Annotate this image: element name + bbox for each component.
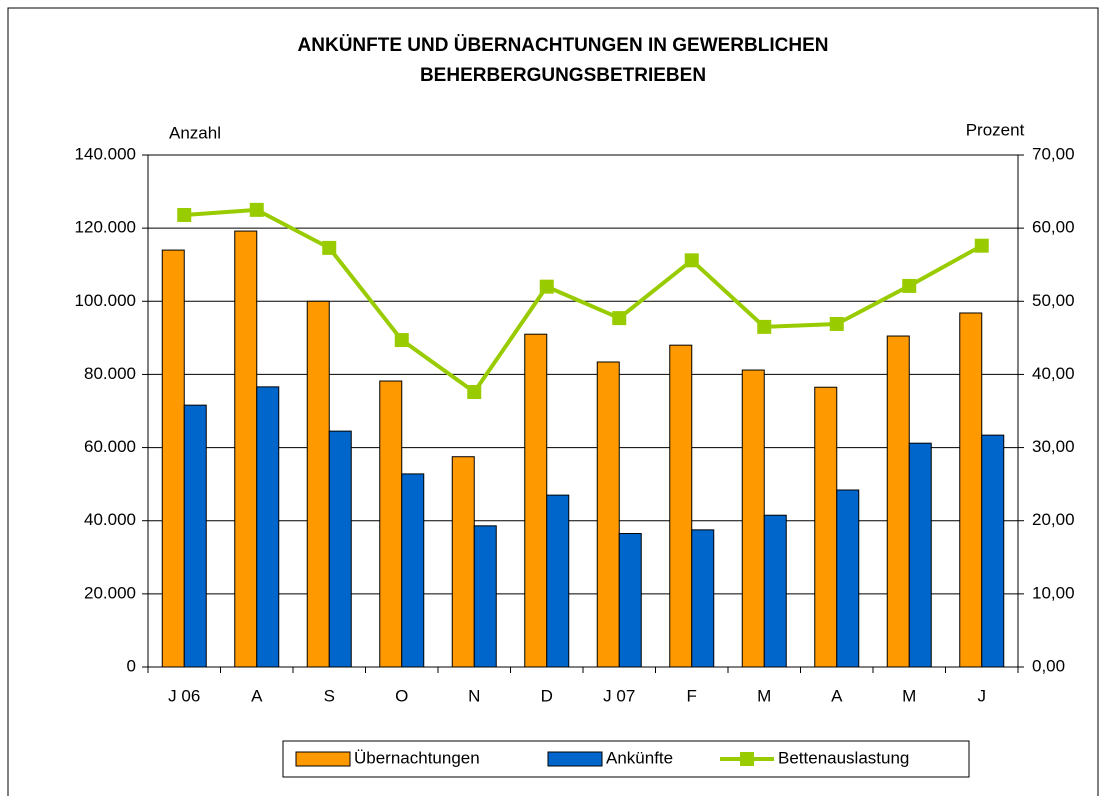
y2-tick-label: 0,00 <box>1032 656 1065 675</box>
y-tick-label: 20.000 <box>84 583 136 602</box>
marker <box>467 384 482 399</box>
x-tick-label: A <box>251 686 263 705</box>
bar <box>814 386 838 668</box>
y-axis-label: Anzahl <box>169 123 221 142</box>
y-tick-label: 40.000 <box>84 510 136 529</box>
x-tick-label: S <box>324 686 335 705</box>
y-tick-label: 100.000 <box>75 291 136 310</box>
marker <box>394 333 409 348</box>
bar <box>691 529 715 668</box>
plot-area <box>147 154 1019 668</box>
legend-label: Ankünfte <box>606 748 673 767</box>
chart-title: BEHERBERGUNGSBETRIEBEN <box>420 65 706 86</box>
bar <box>618 533 642 668</box>
marker <box>757 319 772 334</box>
marker <box>684 253 699 268</box>
bar <box>596 361 620 668</box>
line <box>184 207 983 395</box>
legend-swatch <box>547 751 603 767</box>
y2-tick-label: 70,00 <box>1032 144 1075 163</box>
legend-box <box>282 740 970 778</box>
bar <box>763 514 787 668</box>
bar <box>959 312 983 668</box>
y2-tick-label: 20,00 <box>1032 510 1075 529</box>
y2-tick-label: 10,00 <box>1032 583 1075 602</box>
chart-title: ANKÜNFTE UND ÜBERNACHTUNGEN IN GEWERBLIC… <box>298 35 829 56</box>
marker <box>902 278 917 293</box>
legend-marker <box>740 752 754 766</box>
x-tick-label: F <box>687 686 697 705</box>
marker <box>177 207 192 222</box>
bar <box>524 333 548 668</box>
x-tick-label: A <box>831 686 843 705</box>
x-tick-label: D <box>541 686 553 705</box>
bar <box>379 380 403 668</box>
bar <box>451 456 475 668</box>
bar <box>183 404 207 668</box>
marker <box>612 311 627 326</box>
y-tick-label: 120.000 <box>75 218 136 237</box>
bar <box>473 525 497 668</box>
y-tick-label: 140.000 <box>75 144 136 163</box>
legend-swatch <box>295 751 351 767</box>
marker <box>539 279 554 294</box>
bar <box>886 335 910 668</box>
bar <box>836 489 860 668</box>
legend-label: Bettenauslastung <box>778 748 909 767</box>
bar <box>306 300 330 668</box>
bar <box>328 430 352 668</box>
bar <box>161 249 185 668</box>
marker <box>322 240 337 255</box>
bar <box>256 386 280 668</box>
x-tick-label: J 07 <box>603 686 635 705</box>
bar <box>981 434 1005 668</box>
x-tick-label: M <box>902 686 916 705</box>
bar <box>669 344 693 668</box>
y2-tick-label: 30,00 <box>1032 437 1075 456</box>
x-tick-label: J 06 <box>168 686 200 705</box>
y-tick-label: 0 <box>127 656 136 675</box>
bar <box>234 230 258 668</box>
x-tick-label: J <box>978 686 987 705</box>
y-tick-label: 60.000 <box>84 437 136 456</box>
bar <box>546 494 570 668</box>
y2-tick-label: 40,00 <box>1032 364 1075 383</box>
marker <box>249 202 264 217</box>
bar <box>908 442 932 668</box>
y2-tick-label: 50,00 <box>1032 291 1075 310</box>
marker <box>974 238 989 253</box>
bar <box>741 369 765 668</box>
marker <box>829 316 844 331</box>
x-tick-label: N <box>468 686 480 705</box>
x-tick-label: M <box>757 686 771 705</box>
bar <box>401 473 425 668</box>
x-tick-label: O <box>395 686 408 705</box>
y2-axis-label: Prozent <box>966 120 1025 139</box>
y2-tick-label: 60,00 <box>1032 218 1075 237</box>
legend-label: Übernachtungen <box>354 748 480 767</box>
y-tick-label: 80.000 <box>84 364 136 383</box>
